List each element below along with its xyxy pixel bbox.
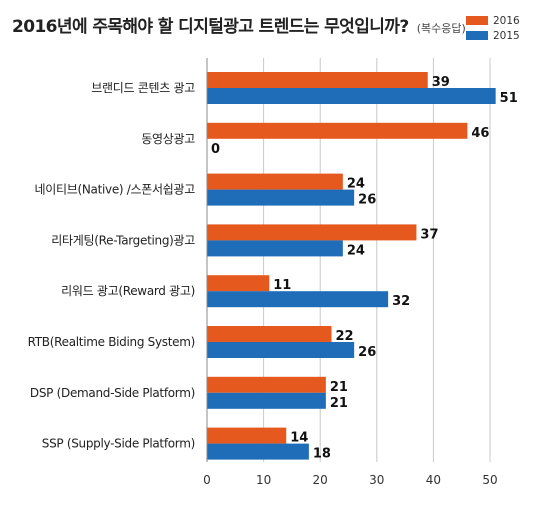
category-label-7: SSP (Supply-Side Platform) bbox=[42, 437, 195, 451]
category-label-5: RTB(Realtime Biding System) bbox=[28, 335, 195, 349]
value-label-2016-6: 21 bbox=[330, 380, 348, 395]
category-label-4: 리워드 광고(Reward 광고) bbox=[61, 284, 195, 298]
legend-swatch-2016 bbox=[466, 16, 488, 25]
bar-2015-7 bbox=[207, 443, 309, 460]
value-label-2015-0: 51 bbox=[500, 91, 518, 106]
bar-2015-6 bbox=[207, 392, 326, 409]
bar-2015-2 bbox=[207, 189, 355, 206]
value-label-2016-5: 22 bbox=[336, 329, 354, 344]
legend-item-2016: 2016 bbox=[466, 13, 520, 28]
value-label-2015-3: 24 bbox=[347, 243, 365, 258]
value-label-2015-7: 18 bbox=[313, 447, 331, 462]
value-label-2016-1: 46 bbox=[471, 126, 489, 141]
value-label-2015-5: 26 bbox=[358, 345, 376, 360]
x-tick-label-20: 20 bbox=[313, 473, 328, 487]
value-label-2016-4: 11 bbox=[273, 278, 291, 293]
value-label-2016-3: 37 bbox=[420, 227, 438, 242]
chart-title: 2016년에 주목해야 할 디지털광고 트렌드는 무엇입니까? bbox=[12, 17, 409, 37]
value-label-2016-0: 39 bbox=[432, 75, 450, 90]
x-tick-label-40: 40 bbox=[426, 473, 441, 487]
bar-2015-3 bbox=[207, 240, 343, 257]
bar-2015-0 bbox=[207, 88, 496, 104]
chart-subtitle: (복수응답) bbox=[416, 22, 466, 35]
category-label-0: 브랜디드 콘텐츠 광고 bbox=[91, 81, 195, 95]
value-label-2015-2: 26 bbox=[358, 193, 376, 208]
legend-swatch-2015 bbox=[466, 31, 488, 40]
value-label-2016-7: 14 bbox=[290, 431, 308, 446]
bar-2016-4 bbox=[207, 275, 270, 292]
x-tick-label-0: 0 bbox=[203, 473, 211, 487]
value-label-2016-2: 24 bbox=[347, 177, 365, 192]
bar-2016-7 bbox=[207, 427, 287, 444]
category-label-1: 동영상광고 bbox=[141, 132, 195, 146]
category-label-6: DSP (Demand-Side Platform) bbox=[30, 386, 195, 400]
x-tick-label-30: 30 bbox=[369, 473, 384, 487]
legend-item-2015: 2015 bbox=[466, 28, 520, 43]
legend: 2016 2015 bbox=[466, 13, 520, 43]
chart-title-block: 2016년에 주목해야 할 디지털광고 트렌드는 무엇입니까? (복수응답) bbox=[12, 12, 466, 37]
bar-2016-3 bbox=[207, 224, 417, 241]
bar-2016-6 bbox=[207, 376, 326, 393]
value-label-2015-4: 32 bbox=[392, 294, 410, 309]
category-label-2: 네이티브(Native) /스폰서쉽광고 bbox=[35, 183, 196, 197]
bar-2016-5 bbox=[207, 326, 332, 342]
x-tick-label-50: 50 bbox=[482, 473, 497, 487]
bar-2016-0 bbox=[207, 72, 428, 88]
category-label-3: 리타게팅(Re-Targeting)광고 bbox=[51, 233, 195, 247]
legend-label-2016: 2016 bbox=[493, 14, 520, 27]
bar-2016-1 bbox=[207, 122, 468, 139]
legend-label-2015: 2015 bbox=[493, 29, 520, 42]
bar-2015-4 bbox=[207, 291, 389, 308]
bar-2015-5 bbox=[207, 342, 355, 358]
value-label-2015-6: 21 bbox=[330, 396, 348, 411]
x-tick-label-10: 10 bbox=[256, 473, 271, 487]
value-label-2015-1: 0 bbox=[211, 142, 220, 157]
bar-2016-2 bbox=[207, 173, 343, 190]
